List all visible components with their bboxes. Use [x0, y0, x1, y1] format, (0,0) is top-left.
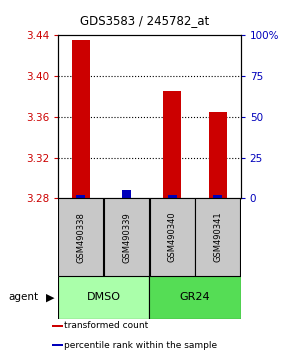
Text: DMSO: DMSO	[87, 292, 121, 302]
Bar	[209, 112, 227, 198]
Bar	[163, 91, 181, 198]
Text: transformed count: transformed count	[64, 321, 149, 330]
Bar	[58, 198, 104, 276]
Text: GDS3583 / 245782_at: GDS3583 / 245782_at	[80, 13, 210, 27]
Text: ▶: ▶	[46, 292, 55, 302]
Text: GSM490340: GSM490340	[168, 212, 177, 263]
Bar	[72, 40, 90, 198]
Text: GR24: GR24	[180, 292, 210, 302]
Bar	[58, 276, 149, 319]
Text: agent: agent	[9, 292, 39, 302]
Bar	[52, 325, 63, 327]
Bar	[213, 195, 222, 198]
Text: percentile rank within the sample: percentile rank within the sample	[64, 341, 218, 350]
Text: GSM490339: GSM490339	[122, 212, 131, 263]
Bar	[150, 198, 195, 276]
Bar	[122, 190, 131, 198]
Bar	[168, 195, 177, 198]
Bar	[149, 276, 241, 319]
Bar	[195, 198, 240, 276]
Bar	[104, 198, 149, 276]
Text: GSM490338: GSM490338	[76, 212, 85, 263]
Bar	[76, 195, 85, 198]
Bar	[52, 344, 63, 346]
Text: GSM490341: GSM490341	[213, 212, 222, 263]
